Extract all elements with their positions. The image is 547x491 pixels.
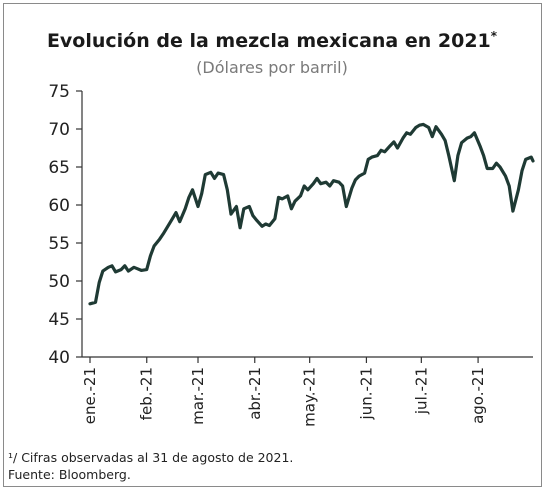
y-tick-label: 65 bbox=[48, 158, 70, 178]
y-tick-label: 45 bbox=[48, 310, 70, 330]
footnote-data-note: ¹/ Cifras observadas al 31 de agosto de … bbox=[8, 450, 293, 465]
y-axis: 75 70 65 60 55 50 45 40 bbox=[48, 82, 83, 368]
chart-frame bbox=[3, 3, 542, 487]
x-tick-label: may.-21 bbox=[301, 367, 319, 427]
y-tick-label: 75 bbox=[48, 82, 70, 102]
x-axis: ene.-21 feb.-21 mar.-21 abr.-21 may.-21 jun.-… bbox=[81, 356, 533, 427]
x-tick-label: abr.-21 bbox=[246, 367, 264, 420]
series-group bbox=[88, 122, 535, 306]
chart-subtitle: (Dólares por barril) bbox=[196, 58, 348, 77]
x-tick-label: jun.-21 bbox=[357, 367, 375, 420]
y-tick-label: 60 bbox=[48, 196, 70, 216]
y-tick-label: 50 bbox=[48, 272, 70, 292]
x-tick-label: ene.-21 bbox=[81, 367, 99, 424]
y-tick-label: 55 bbox=[48, 234, 70, 254]
y-tick-label: 70 bbox=[48, 120, 70, 140]
series-line-0 bbox=[88, 122, 535, 306]
x-tick-label: mar.-21 bbox=[189, 367, 207, 425]
y-tick-label: 40 bbox=[48, 348, 70, 368]
chart-title: Evolución de la mezcla mexicana en 2021* bbox=[47, 29, 498, 52]
x-tick-label: ago.-21 bbox=[469, 367, 487, 424]
footnote-source: Fuente: Bloomberg. bbox=[8, 467, 131, 482]
x-tick-label: jul.-21 bbox=[412, 367, 430, 415]
x-tick-label: feb.-21 bbox=[138, 367, 156, 420]
